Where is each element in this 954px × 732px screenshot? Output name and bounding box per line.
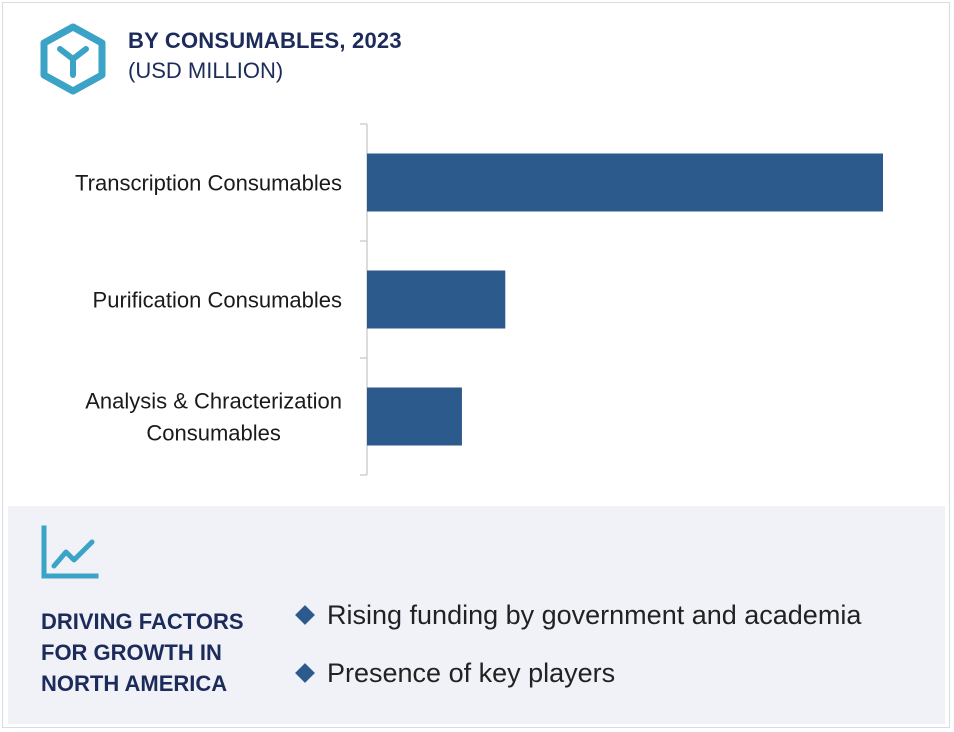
category-label: Transcription Consumables — [75, 171, 342, 196]
bar-0 — [367, 153, 883, 212]
diamond-bullet-icon — [295, 663, 315, 683]
list-item-text: Presence of key players — [327, 657, 616, 688]
driving-factors-panel: DRIVING FACTORS FOR GROWTH IN NORTH AMER… — [8, 506, 945, 724]
chart-subtitle: (USD MILLION) — [128, 58, 284, 83]
driving-factors-title-line: DRIVING FACTORS — [41, 609, 244, 634]
hexagon-y-logo-icon — [40, 23, 106, 95]
chart-title: BY CONSUMABLES, 2023 — [128, 28, 402, 53]
list-item: Rising funding by government and academi… — [294, 586, 861, 644]
bar-chart: Transcription Consumables Purification Co… — [75, 123, 883, 476]
category-label: Consumables — [146, 421, 281, 446]
line-chart-trend-icon — [41, 525, 99, 579]
bar-2 — [367, 387, 462, 446]
category-label: Purification Consumables — [93, 288, 342, 313]
list-item: Presence of key players — [294, 644, 861, 702]
category-label: Analysis & Chracterization — [85, 389, 342, 414]
driving-factors-title-line: NORTH AMERICA — [41, 671, 228, 696]
driving-factors-title: DRIVING FACTORS FOR GROWTH IN NORTH AMER… — [41, 606, 281, 699]
bar-1 — [367, 270, 506, 329]
list-item-text: Rising funding by government and academi… — [327, 599, 862, 630]
driving-factors-list: Rising funding by government and academi… — [294, 586, 861, 702]
driving-factors-title-line: FOR GROWTH IN — [41, 640, 222, 665]
diamond-bullet-icon — [295, 605, 315, 625]
